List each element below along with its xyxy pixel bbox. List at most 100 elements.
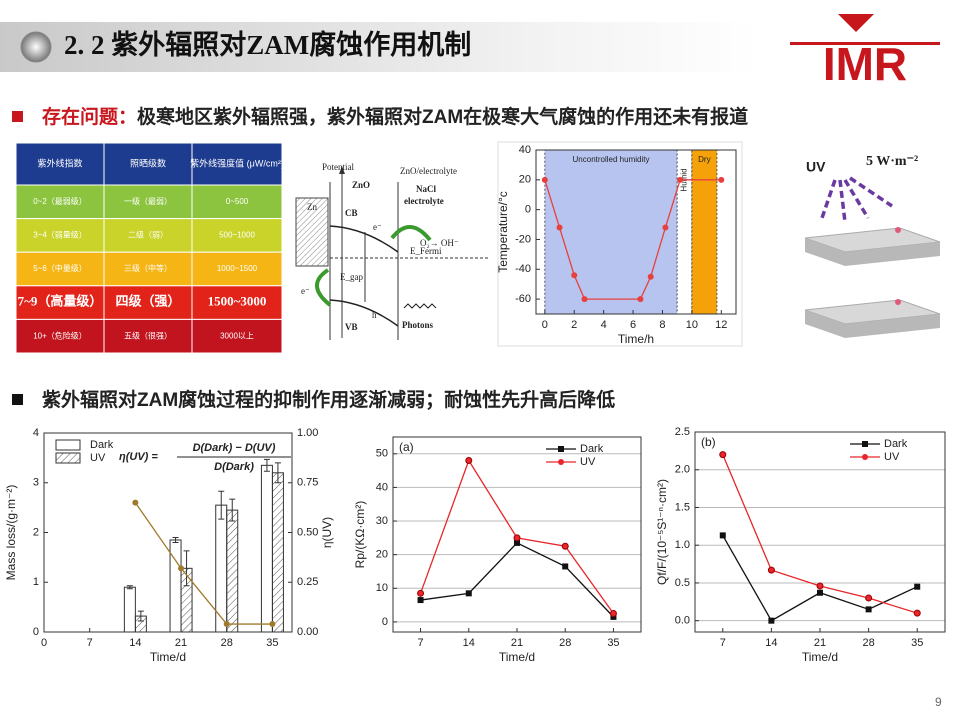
error-bar	[126, 585, 133, 590]
y-axis-label: Qf/F/(10⁻⁵S¹⁻ⁿ·cm²)	[655, 479, 669, 585]
table-cell	[15, 318, 105, 354]
marker	[513, 534, 521, 542]
x-tick-label: 7	[87, 637, 93, 649]
y-tick-label: 4	[33, 427, 39, 439]
table-header-cell	[191, 142, 283, 186]
x-tick-label: 21	[175, 637, 187, 649]
marker	[609, 610, 617, 618]
marker	[662, 224, 669, 231]
series-line	[134, 502, 273, 625]
x-tick-label: 10	[686, 319, 698, 331]
y-tick-label: 0.0	[675, 615, 690, 627]
table-cell-text: 0~2（最弱级）	[33, 196, 87, 206]
marker	[417, 597, 424, 604]
x-tick-label: 8	[659, 319, 665, 331]
marker	[865, 594, 873, 602]
bullet-body: 极寒地区紫外辐照强，紫外辐照对ZAM在极寒大气腐蚀的作用还未有报道	[137, 105, 748, 128]
uv-rays	[820, 176, 893, 223]
uv-ray	[838, 179, 847, 223]
region-label: Uncontrolled humidity	[573, 155, 650, 164]
marker	[465, 590, 472, 597]
table-cell-text: 3000以上	[220, 331, 254, 340]
uv-table: 紫外线指数 照晒级数 紫外线强度值 (μW/cm²) 0~2（最弱级） 一级（最弱） 0~…	[15, 142, 284, 354]
x-tick-label: 6	[630, 319, 636, 331]
table-cell-text: 三级（中等）	[124, 263, 172, 273]
marker	[541, 176, 548, 183]
table-cell-text: 二级（弱）	[128, 230, 168, 240]
bullet-text: 存在问题：极寒地区紫外辐照强，紫外辐照对ZAM在极寒大气腐蚀的作用还未有报道	[42, 105, 748, 128]
panel-label: (a)	[399, 440, 414, 454]
x-tick-label: 28	[221, 637, 233, 649]
bullet-marker	[12, 111, 23, 122]
zn-label: Zn	[307, 202, 317, 212]
qf-chart: 7 14 21 28 35 0.0 0.5 1.0 1.5 2.0 2.5 Time/d Qf/F/(1…	[655, 426, 946, 664]
x-tick-label: 2	[571, 319, 577, 331]
bar	[271, 472, 284, 633]
formula-numerator: D(Dark) − D(UV)	[193, 442, 276, 454]
marker	[768, 617, 775, 624]
marker	[677, 176, 684, 183]
band-diagram: Zn Potential ZnO ZnO/electrolyte NaCl el…	[295, 162, 490, 340]
marker	[767, 566, 775, 574]
y-axis-label: Rp/(KΩ·cm²)	[353, 501, 367, 569]
cb-band	[329, 225, 399, 253]
table-cell	[191, 318, 283, 354]
y-tick-label: -20	[515, 233, 531, 245]
legend-marker	[558, 459, 564, 465]
x-axis-label: Time/d	[802, 650, 838, 664]
table-cell-text: 0~500	[226, 197, 249, 206]
y-axis-label: Mass loss/(g·m⁻²)	[4, 485, 18, 581]
x-tick-label: 12	[715, 319, 727, 331]
table-cell-text: 10+（危险级）	[33, 330, 87, 340]
table-cell-text: 5~6（中量级）	[33, 263, 87, 273]
marker	[132, 499, 139, 506]
legend-label: Dark	[90, 439, 114, 451]
plot-frame	[535, 149, 737, 315]
zno-label: ZnO	[352, 180, 370, 190]
y-tick-label: 40	[519, 144, 531, 156]
logo-bar	[790, 42, 940, 45]
error-bar	[218, 490, 225, 520]
formula-denominator: D(Dark)	[214, 461, 254, 473]
y-tick-label: 2	[33, 526, 39, 538]
droplet	[895, 227, 901, 233]
table-cell	[191, 184, 283, 220]
bullet-marker	[12, 394, 23, 405]
electrolyte-label: electrolyte	[404, 196, 444, 206]
logo: IMR	[823, 38, 907, 90]
vb-label: VB	[345, 322, 358, 332]
y-tick-label: 3	[33, 477, 39, 489]
table-cell	[15, 285, 105, 320]
y-tick-label: 40	[376, 481, 388, 493]
table-header-text: 照晒级数	[130, 157, 166, 168]
bullet-label: 存在问题：	[42, 105, 137, 128]
formula-lhs: η(UV) =	[119, 451, 158, 463]
y-tick-label: -40	[515, 263, 531, 275]
series-line	[722, 535, 918, 622]
y-tick-label: 2.0	[675, 464, 690, 476]
y-tick-label: -60	[515, 293, 531, 305]
y-tick-label: 0	[525, 204, 531, 216]
marker	[647, 273, 654, 280]
y2-axis-label: η(UV)	[320, 517, 334, 548]
fermi-label: E_Fermi	[410, 246, 442, 256]
table-cell	[103, 251, 193, 287]
rp-chart: 7 14 21 28 35 0 10 20 30 40 50 Time/d Rp/(KΩ·cm²) (a)…	[353, 436, 642, 664]
plot-frame	[43, 432, 293, 633]
marker	[865, 606, 872, 613]
header-bar	[0, 22, 760, 72]
x-tick-label: 0	[41, 637, 47, 649]
y-axis-label: Temperature/°c	[496, 191, 510, 273]
marker	[178, 565, 185, 572]
page-number: 9	[935, 695, 942, 709]
x-tick-label: 14	[765, 637, 777, 649]
marker	[556, 224, 563, 231]
x-tick-label: 28	[862, 637, 874, 649]
legend-swatch	[55, 439, 81, 451]
bar	[123, 586, 136, 633]
uv-illustration: UV 5 W·m⁻²	[804, 154, 941, 338]
table-cell	[191, 251, 283, 287]
title: 2. 2 紫外辐照对ZAM腐蚀作用机制	[64, 30, 471, 60]
y-tick-label: 1	[33, 576, 39, 588]
